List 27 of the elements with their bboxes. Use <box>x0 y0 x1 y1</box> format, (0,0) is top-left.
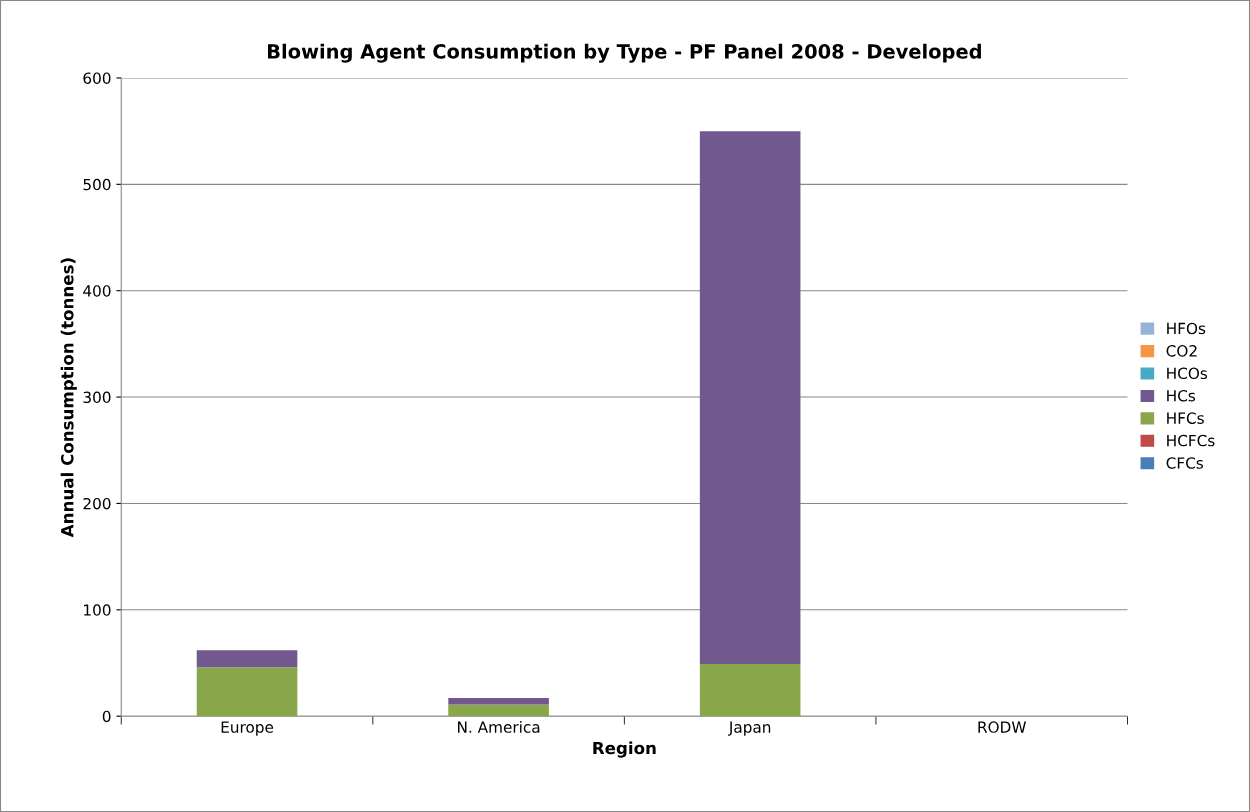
x-tick-label: Japan <box>728 721 771 736</box>
legend-label: HFCs <box>1167 412 1204 424</box>
bar <box>448 698 549 705</box>
y-tick-label: 300 <box>83 391 111 404</box>
legend-label: HCFCs <box>1167 434 1215 447</box>
x-tick-label: RODW <box>978 721 1026 733</box>
bar <box>699 664 801 717</box>
bar <box>196 650 298 668</box>
y-axis-title: Annual Consumption (tonnes) <box>60 258 77 538</box>
legend-label: CO2 <box>1166 345 1197 357</box>
y-tick-label: 600 <box>83 72 111 84</box>
legend-label: CFCs <box>1166 457 1204 469</box>
y-tick-label: 400 <box>83 285 111 297</box>
legend-label: HCs <box>1167 389 1196 402</box>
x-tick-label: Europe <box>221 721 274 736</box>
legend-label: HFOs <box>1167 322 1206 335</box>
bar <box>699 131 801 665</box>
y-tick-label: 500 <box>83 178 111 191</box>
x-tick-label: N. America <box>458 721 540 733</box>
chart-title: Blowing Agent Consumption by Type - PF Panel 2008 - Developed <box>267 43 981 63</box>
bar <box>196 667 298 717</box>
y-tick-label: 200 <box>83 497 111 510</box>
y-tick-label: 0 <box>102 710 111 723</box>
y-tick-label: 100 <box>84 604 111 616</box>
x-axis-title: Region <box>593 741 656 758</box>
bar <box>448 704 549 717</box>
legend-label: HCOs <box>1167 367 1208 380</box>
